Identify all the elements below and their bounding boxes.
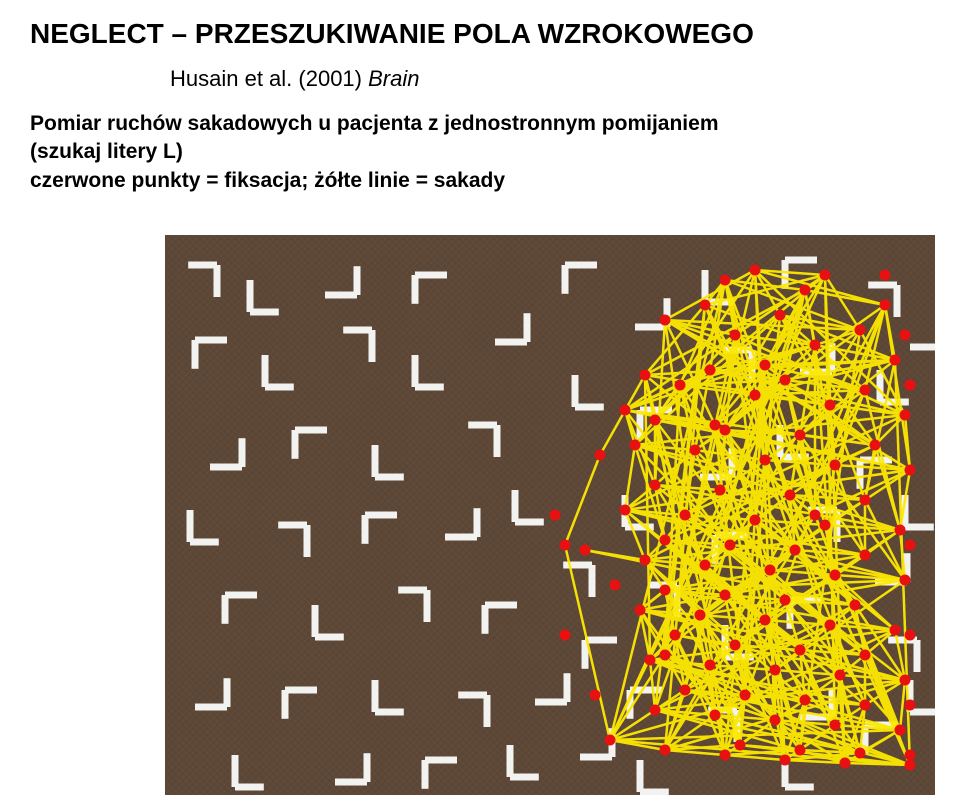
eye-tracking-figure (165, 235, 935, 795)
citation-plain: Husain et al. (2001) (170, 66, 368, 91)
desc-line-2: (szukaj litery L) (30, 138, 960, 166)
figure-svg (165, 235, 935, 795)
citation: Husain et al. (2001) Brain (0, 50, 960, 92)
desc-line-3: czerwone punkty = fiksacja; żółte linie … (30, 167, 960, 195)
desc-line-1: Pomiar ruchów sakadowych u pacjenta z je… (30, 110, 960, 138)
citation-journal: Brain (368, 66, 419, 91)
page-title: NEGLECT – PRZESZUKIWANIE POLA WZROKOWEGO (0, 0, 960, 50)
description: Pomiar ruchów sakadowych u pacjenta z je… (0, 92, 960, 195)
